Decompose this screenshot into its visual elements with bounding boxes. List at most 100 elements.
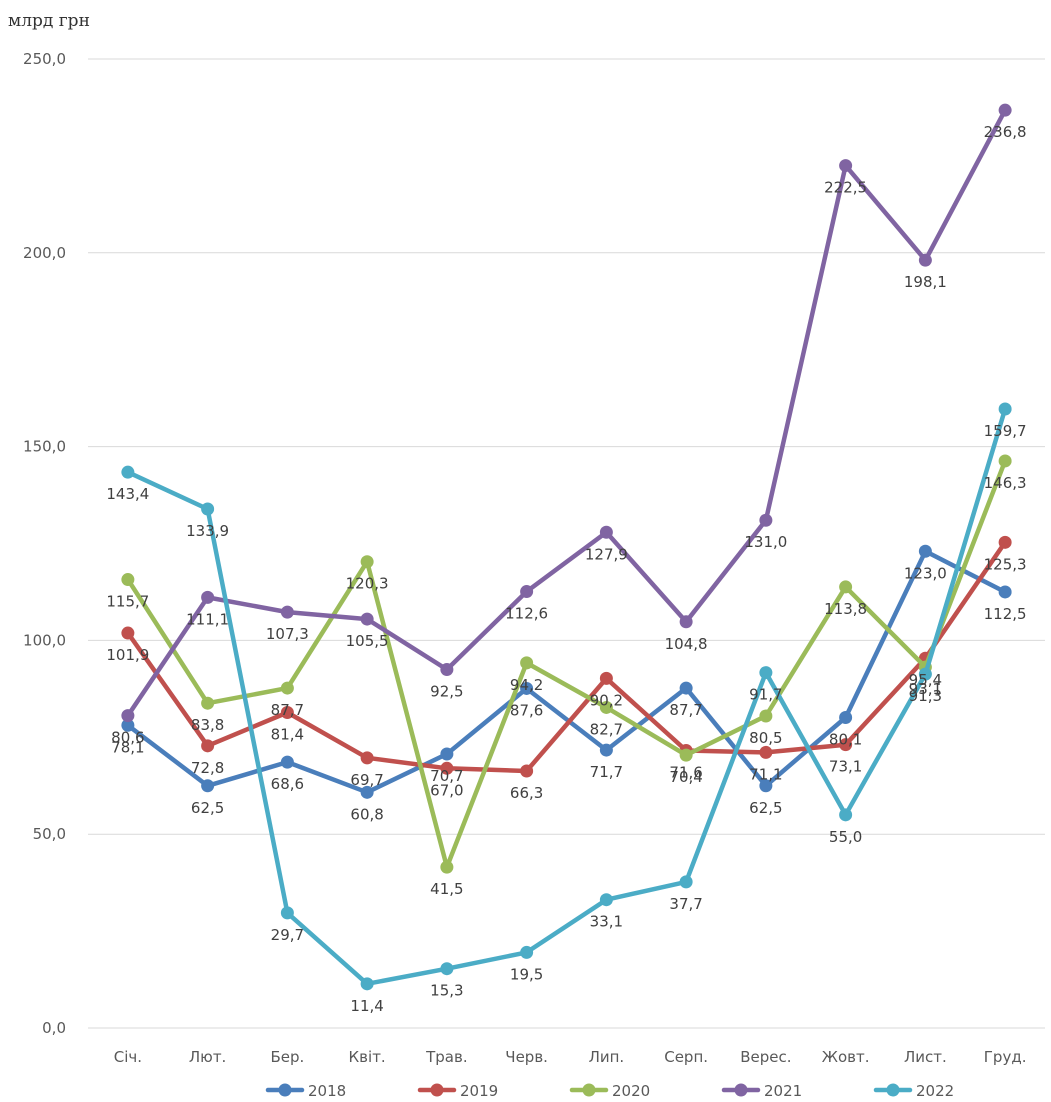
data-label: 80,5 [749, 729, 782, 747]
data-point [839, 711, 853, 725]
data-point [759, 779, 773, 793]
data-point [201, 502, 215, 516]
data-label: 80,6 [111, 729, 144, 747]
legend-swatch-marker [430, 1083, 444, 1097]
data-point [360, 977, 374, 991]
data-label: 81,4 [271, 725, 304, 743]
data-label: 198,1 [904, 273, 947, 291]
data-point [599, 671, 613, 685]
data-label: 125,3 [984, 555, 1027, 573]
series-line [125, 549, 1008, 795]
y-axis-ticks: 0,0 50,0 100,0 150,0 200,0 250,0 [23, 50, 66, 1037]
x-tick-label: Верес. [740, 1048, 791, 1066]
data-label: 41,5 [430, 880, 463, 898]
legend-swatch-marker [582, 1083, 596, 1097]
data-label: 55,0 [829, 828, 862, 846]
series-2018 [121, 544, 1012, 799]
data-label: 143,4 [106, 485, 149, 503]
y-tick-label: 250,0 [23, 50, 66, 68]
legend-label: 2020 [612, 1082, 650, 1100]
data-label: 107,3 [266, 625, 309, 643]
data-label: 123,0 [904, 564, 947, 582]
data-point [918, 544, 932, 558]
data-point [121, 709, 135, 723]
data-label: 83,8 [191, 716, 224, 734]
data-point [679, 681, 693, 695]
data-label: 127,9 [585, 545, 628, 563]
x-tick-label: Трав. [425, 1048, 467, 1066]
data-label: 11,4 [350, 997, 383, 1015]
series-line [125, 107, 1008, 718]
series-lines [121, 103, 1012, 991]
data-label: 19,5 [510, 965, 543, 983]
data-label: 87,6 [510, 701, 543, 719]
series-line [125, 540, 1008, 774]
data-label: 112,5 [984, 605, 1027, 623]
x-tick-label: Жовт. [822, 1048, 870, 1066]
data-point [759, 666, 773, 680]
data-point [759, 709, 773, 723]
legend-swatch-marker [278, 1083, 292, 1097]
data-point [280, 681, 294, 695]
series-2022 [121, 402, 1012, 991]
data-point [998, 454, 1012, 468]
y-tick-label: 50,0 [33, 825, 66, 843]
data-point [201, 739, 215, 753]
x-tick-label: Груд. [984, 1048, 1027, 1066]
data-point [679, 615, 693, 629]
data-label: 104,8 [665, 635, 708, 653]
legend-item-2019: 2019 [417, 1082, 498, 1100]
x-tick-label: Бер. [270, 1048, 304, 1066]
data-point [520, 945, 534, 959]
data-label: 15,3 [430, 982, 463, 1000]
data-label: 29,7 [271, 926, 304, 944]
legend-label: 2019 [460, 1082, 498, 1100]
data-point [201, 696, 215, 710]
legend-swatch-marker [734, 1083, 748, 1097]
data-label: 91,7 [749, 686, 782, 704]
legend-label: 2022 [916, 1082, 954, 1100]
data-label: 68,6 [271, 775, 304, 793]
data-label: 33,1 [590, 913, 623, 931]
data-label: 236,8 [984, 123, 1027, 141]
y-tick-label: 150,0 [23, 438, 66, 456]
y-tick-label: 200,0 [23, 244, 66, 262]
x-tick-label: Квіт. [349, 1048, 386, 1066]
data-point [280, 755, 294, 769]
data-point [839, 159, 853, 173]
legend-item-2020: 2020 [569, 1082, 650, 1100]
data-label: 82,7 [590, 720, 623, 738]
y-axis-label: млрд грн [8, 11, 90, 31]
legend-swatch-marker [886, 1083, 900, 1097]
data-point [520, 656, 534, 670]
data-label: 91,3 [909, 687, 942, 705]
series-2019 [121, 535, 1012, 778]
data-label: 72,8 [191, 759, 224, 777]
x-tick-label: Січ. [114, 1048, 142, 1066]
data-point [440, 761, 454, 775]
data-label: 69,7 [350, 771, 383, 789]
data-point [918, 253, 932, 267]
data-point [280, 605, 294, 619]
data-point [599, 700, 613, 714]
data-label: 87,7 [669, 701, 702, 719]
data-label: 73,1 [829, 758, 862, 776]
data-point [360, 612, 374, 626]
data-label: 70,4 [669, 768, 702, 786]
data-label: 105,5 [346, 632, 389, 650]
data-point [839, 808, 853, 822]
data-label: 112,6 [505, 605, 548, 623]
series-line [125, 406, 1008, 987]
data-point [121, 573, 135, 587]
data-label: 101,9 [106, 646, 149, 664]
data-label: 95,4 [909, 671, 942, 689]
data-point [360, 751, 374, 765]
data-point [201, 590, 215, 604]
data-point [520, 681, 534, 695]
data-label: 78,1 [111, 738, 144, 756]
data-point [679, 748, 693, 762]
data-label: 93,1 [909, 680, 942, 698]
data-label: 111,1 [186, 610, 229, 628]
data-label: 62,5 [191, 799, 224, 817]
data-point [280, 906, 294, 920]
